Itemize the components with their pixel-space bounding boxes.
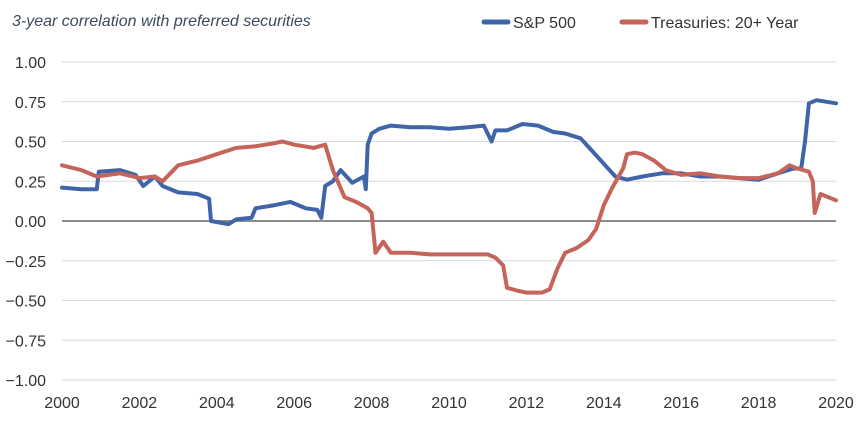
y-tick-label: −1.00 — [6, 373, 47, 390]
x-tick-label: 2010 — [431, 395, 467, 412]
y-tick-label: −0.50 — [6, 294, 47, 311]
y-tick-label: 0.25 — [15, 174, 46, 191]
legend-label-sp500: S&P 500 — [513, 15, 576, 32]
x-tick-label: 2004 — [199, 395, 235, 412]
plot-series — [60, 98, 838, 295]
x-axis-ticks: 2000 2002 2004 2006 2008 2010 2012 2014 2016 2018… — [44, 395, 854, 412]
x-tick-label: 2014 — [586, 395, 622, 412]
x-tick-label: 2006 — [276, 395, 312, 412]
x-tick-label: 2000 — [44, 395, 80, 412]
y-tick-label: −0.75 — [6, 333, 47, 350]
y-tick-label: −0.25 — [6, 254, 47, 271]
legend: S&P 500 Treasuries: 20+ Year — [481, 15, 799, 32]
series-line-treasuries — [60, 139, 838, 295]
x-tick-label: 2016 — [663, 395, 699, 412]
y-tick-label: 0.75 — [15, 95, 46, 112]
legend-label-treasuries: Treasuries: 20+ Year — [651, 15, 799, 32]
y-tick-label: 0.50 — [15, 135, 46, 152]
x-tick-label: 2012 — [509, 395, 545, 412]
x-tick-label: 2018 — [741, 395, 777, 412]
y-tick-label: 0.00 — [15, 214, 46, 231]
x-tick-label: 2020 — [818, 395, 854, 412]
y-tick-label: 1.00 — [15, 55, 46, 72]
x-tick-label: 2008 — [354, 395, 390, 412]
series-line-sp500 — [60, 98, 838, 227]
y-axis-ticks: 1.00 0.75 0.50 0.25 0.00 −0.25 −0.50 −0.75 −1.00 — [6, 55, 47, 390]
chart-title: 3-year correlation with preferred securi… — [12, 13, 311, 30]
gridlines — [62, 61, 836, 381]
x-tick-label: 2002 — [122, 395, 158, 412]
